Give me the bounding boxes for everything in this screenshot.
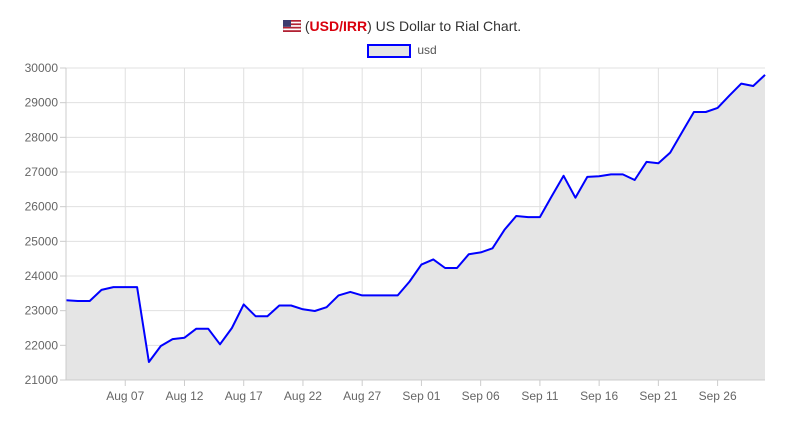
area-series (65, 74, 766, 381)
chart-title: (USD/IRR) US Dollar to Rial Chart. (0, 18, 804, 34)
title-close-paren: ) (367, 18, 372, 34)
y-tick-label: 26000 (25, 200, 59, 214)
x-tick-label: Sep 26 (699, 389, 737, 403)
legend[interactable]: usd (0, 43, 804, 58)
axes (60, 67, 765, 386)
x-tick-label: Sep 11 (521, 389, 558, 403)
series-usd-area (66, 74, 765, 381)
y-tick-label: 25000 (25, 234, 59, 248)
x-tick-label: Sep 16 (580, 389, 618, 403)
title-open-paren: ( (304, 18, 310, 34)
x-tick-label: Aug 07 (106, 389, 144, 403)
y-tick-label: 24000 (25, 269, 59, 283)
y-tick-label: 29000 (25, 96, 59, 110)
x-tick-label: Sep 01 (402, 389, 440, 403)
series-usd-line (65, 74, 766, 363)
y-tick-label: 27000 (25, 165, 59, 179)
y-axis-ticks: 21000 22000 23000 24000 25000 26000 27000 28000… (25, 61, 59, 387)
us-flag-icon (282, 20, 301, 32)
y-tick-label: 23000 (25, 304, 59, 318)
x-tick-label: Aug 12 (165, 389, 203, 403)
x-tick-label: Aug 22 (284, 389, 322, 403)
y-tick-label: 21000 (25, 373, 59, 387)
x-tick-label: Sep 21 (639, 389, 677, 403)
x-tick-label: Aug 17 (225, 389, 263, 403)
currency-pair: USD/IRR (309, 18, 368, 34)
legend-label-usd[interactable]: usd (417, 43, 437, 57)
y-tick-label: 22000 (25, 338, 59, 352)
y-tick-label: 30000 (25, 61, 59, 75)
x-tick-label: Sep 06 (462, 389, 500, 403)
legend-swatch-usd[interactable] (367, 44, 412, 58)
title-text: US Dollar to Rial Chart. (371, 18, 522, 34)
x-axis-ticks: Aug 07 Aug 12 Aug 17 Aug 22 Aug 27 Sep 01 Sep … (106, 389, 737, 403)
y-tick-label: 28000 (25, 130, 59, 144)
x-tick-label: Aug 27 (343, 389, 381, 403)
